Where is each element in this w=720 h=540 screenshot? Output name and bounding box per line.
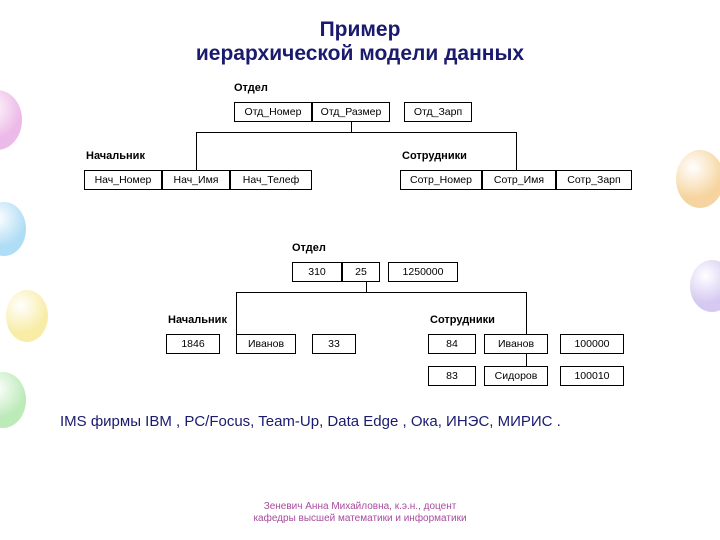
- connector-5: [236, 292, 526, 293]
- diagram-label-sotrudniki_mid: Сотрудники: [430, 314, 495, 326]
- slide-footer: Зеневич Анна Михайловна, к.э.н., доцент …: [0, 501, 720, 524]
- sotr-values-2-cell-1: Сидоров: [484, 366, 548, 386]
- nach-values-cell-0: 1846: [166, 334, 220, 354]
- diagram-label-nachalnik_top: Начальник: [86, 150, 145, 162]
- sotr-fields-cell-1: Сотр_Имя: [482, 170, 556, 190]
- sotr-values-2-cell-0: 83: [428, 366, 476, 386]
- otdel-fields-cell-1: Отд_Размер: [312, 102, 390, 122]
- nach-values-cell-1: Иванов: [236, 334, 296, 354]
- sotr-values-1-cell-1: Иванов: [484, 334, 548, 354]
- sotr-fields-cell-0: Сотр_Номер: [400, 170, 482, 190]
- balloon-decoration: [0, 372, 26, 428]
- footer-line2: кафедры высшей математики и информатики: [253, 513, 466, 524]
- sotr-values-1-cell-0: 84: [428, 334, 476, 354]
- title-line1: Пример: [320, 18, 401, 41]
- diagram-label-otdel_top: Отдел: [234, 82, 268, 94]
- footer-line1: Зеневич Анна Михайловна, к.э.н., доцент: [264, 501, 457, 512]
- balloon-decoration: [676, 150, 720, 208]
- hierarchical-diagram: Отдел Начальник Сотрудники Отдел Начальник Со…: [66, 78, 654, 398]
- connector-3: [516, 132, 517, 170]
- diagram-label-sotrudniki_top: Сотрудники: [402, 150, 467, 162]
- nach-fields-cell-0: Нач_Номер: [84, 170, 162, 190]
- nach-values-cell-2: 33: [312, 334, 356, 354]
- title-line2: иерархической модели данных: [196, 42, 524, 65]
- otdel-values-cell-1: 25: [342, 262, 380, 282]
- caption-text: IMS фирмы IBM , PC/Focus, Team-Up, Data …: [60, 412, 660, 432]
- connector-2: [196, 132, 197, 170]
- sotr-values-2-cell-2: 100010: [560, 366, 624, 386]
- sotr-fields-cell-2: Сотр_Зарп: [556, 170, 632, 190]
- connector-4: [366, 282, 367, 292]
- nach-fields-cell-1: Нач_Имя: [162, 170, 230, 190]
- connector-1: [196, 132, 516, 133]
- slide-title: Пример иерархической модели данных: [0, 0, 720, 66]
- nach-fields-cell-2: Нач_Телеф: [230, 170, 312, 190]
- balloon-decoration: [690, 260, 720, 312]
- sotr-values-1-cell-2: 100000: [560, 334, 624, 354]
- balloon-decoration: [0, 90, 22, 150]
- diagram-label-nachalnik_mid: Начальник: [168, 314, 227, 326]
- otdel-values-cell-2: 1250000: [388, 262, 458, 282]
- otdel-values-cell-0: 310: [292, 262, 342, 282]
- connector-8: [526, 354, 527, 366]
- balloon-decoration: [6, 290, 48, 342]
- balloon-decoration: [0, 202, 26, 256]
- otdel-fields-cell-0: Отд_Номер: [234, 102, 312, 122]
- diagram-label-otdel_mid: Отдел: [292, 242, 326, 254]
- connector-0: [351, 122, 352, 132]
- connector-7: [526, 292, 527, 334]
- connector-6: [236, 292, 237, 334]
- otdel-fields-cell-2: Отд_Зарп: [404, 102, 472, 122]
